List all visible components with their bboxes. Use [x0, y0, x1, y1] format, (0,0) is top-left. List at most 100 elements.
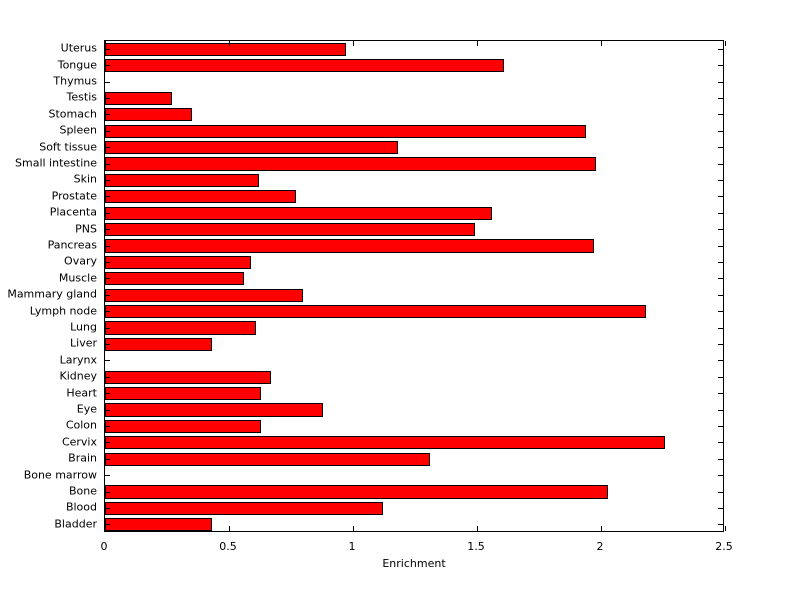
y-tick-label-heart: Heart	[66, 386, 97, 400]
y-tick-label-colon: Colon	[65, 418, 97, 432]
y-tick-right-spleen	[718, 130, 723, 132]
y-tick-label-tongue: Tongue	[57, 58, 97, 72]
bar-brain	[105, 452, 430, 466]
bar-colon	[105, 419, 262, 433]
y-tick-left-testis	[105, 97, 110, 99]
y-tick-right-bone-marrow	[718, 475, 723, 477]
bar-spleen	[105, 124, 587, 138]
y-tick-left-lymph-node	[105, 311, 110, 313]
y-tick-label-muscle: Muscle	[58, 271, 97, 285]
y-tick-left-muscle	[105, 278, 110, 280]
y-tick-left-bladder	[105, 524, 110, 526]
y-tick-left-uterus	[105, 48, 110, 50]
y-tick-left-small-intestine	[105, 163, 110, 165]
y-tick-right-stomach	[718, 114, 723, 116]
x-tick-label-2: 2	[596, 540, 604, 553]
y-tick-label-kidney: Kidney	[59, 369, 97, 383]
x-tick-top-1	[352, 41, 354, 46]
plot-area	[104, 40, 726, 532]
bar-lymph-node	[105, 305, 646, 319]
y-tick-left-soft-tissue	[105, 147, 110, 149]
y-tick-right-prostate	[718, 196, 723, 198]
bar-placenta	[105, 206, 492, 220]
y-tick-left-placenta	[105, 212, 110, 214]
y-tick-left-brain	[105, 458, 110, 460]
y-tick-right-soft-tissue	[718, 147, 723, 149]
bar-liver	[105, 337, 212, 351]
y-tick-left-cervix	[105, 442, 110, 444]
y-tick-left-larynx	[105, 360, 110, 362]
y-tick-right-mammary-gland	[718, 294, 723, 296]
bar-cervix	[105, 436, 666, 450]
bar-pns	[105, 223, 475, 237]
x-tick-top-1.5	[476, 41, 478, 46]
y-tick-left-bone	[105, 491, 110, 493]
y-tick-right-ovary	[718, 261, 723, 263]
y-tick-right-blood	[718, 507, 723, 509]
y-tick-left-bone-marrow	[105, 475, 110, 477]
y-tick-left-lung	[105, 327, 110, 329]
bar-ovary	[105, 255, 252, 269]
bar-pancreas	[105, 239, 594, 253]
bar-muscle	[105, 272, 244, 286]
y-tick-left-mammary-gland	[105, 294, 110, 296]
bar-small-intestine	[105, 157, 597, 171]
x-tick-bottom-1.5	[476, 526, 478, 531]
y-tick-label-blood: Blood	[65, 500, 97, 514]
y-tick-label-pancreas: Pancreas	[47, 238, 97, 252]
x-tick-label-0: 0	[100, 540, 108, 553]
x-tick-bottom-0.5	[228, 526, 230, 531]
y-tick-left-liver	[105, 343, 110, 345]
y-tick-label-pns: PNS	[75, 222, 97, 236]
y-tick-label-cervix: Cervix	[61, 435, 97, 449]
y-tick-right-thymus	[718, 81, 723, 83]
y-tick-right-pns	[718, 229, 723, 231]
x-tick-label-1: 1	[348, 540, 356, 553]
y-tick-label-ovary: Ovary	[64, 254, 97, 268]
bar-kidney	[105, 370, 272, 384]
x-tick-bottom-2	[600, 526, 602, 531]
y-tick-label-small-intestine: Small intestine	[15, 156, 97, 170]
bar-mammary-gland	[105, 288, 304, 302]
y-tick-label-stomach: Stomach	[48, 107, 97, 121]
y-tick-label-spleen: Spleen	[59, 123, 97, 137]
bar-skin	[105, 173, 259, 187]
y-tick-label-bladder: Bladder	[54, 517, 97, 531]
x-tick-top-0	[104, 41, 106, 46]
x-tick-bottom-1	[352, 526, 354, 531]
y-tick-left-eye	[105, 409, 110, 411]
y-tick-left-thymus	[105, 81, 110, 83]
bar-bladder	[105, 518, 212, 532]
y-tick-right-lung	[718, 327, 723, 329]
x-tick-bottom-0	[104, 526, 106, 531]
y-tick-right-muscle	[718, 278, 723, 280]
y-tick-left-heart	[105, 393, 110, 395]
y-tick-right-heart	[718, 393, 723, 395]
x-axis-title: Enrichment	[382, 557, 446, 570]
y-tick-right-bone	[718, 491, 723, 493]
y-tick-label-mammary-gland: Mammary gland	[7, 287, 97, 301]
y-tick-right-tongue	[718, 65, 723, 67]
y-tick-label-testis: Testis	[66, 90, 97, 104]
y-tick-right-skin	[718, 179, 723, 181]
y-tick-right-larynx	[718, 360, 723, 362]
y-tick-right-pancreas	[718, 245, 723, 247]
y-tick-right-lymph-node	[718, 311, 723, 313]
y-tick-label-bone-marrow: Bone marrow	[23, 468, 97, 482]
bar-testis	[105, 91, 172, 105]
y-tick-left-pns	[105, 229, 110, 231]
x-tick-top-2	[600, 41, 602, 46]
bar-tongue	[105, 59, 505, 73]
y-tick-label-thymus: Thymus	[53, 74, 97, 88]
y-tick-left-spleen	[105, 130, 110, 132]
bar-uterus	[105, 42, 346, 56]
y-tick-label-larynx: Larynx	[59, 353, 97, 367]
x-tick-bottom-2.5	[724, 526, 726, 531]
bar-stomach	[105, 108, 192, 122]
y-tick-label-placenta: Placenta	[49, 205, 97, 219]
bar-prostate	[105, 190, 296, 204]
y-tick-right-testis	[718, 97, 723, 99]
y-tick-left-kidney	[105, 376, 110, 378]
bar-soft-tissue	[105, 141, 398, 155]
